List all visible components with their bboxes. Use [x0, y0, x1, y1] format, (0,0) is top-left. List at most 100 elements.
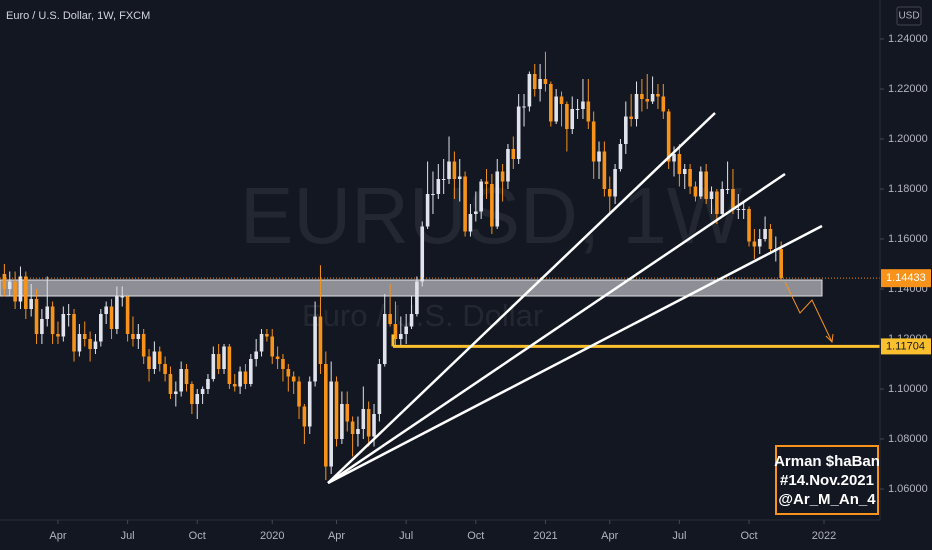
projection-arrow: [784, 281, 833, 343]
candle-body: [715, 191, 719, 214]
candle-body: [693, 186, 698, 197]
candle-body: [409, 314, 414, 327]
candle-body: [677, 154, 682, 174]
candle-body: [736, 209, 741, 210]
candle-body: [602, 151, 607, 189]
candle-body: [190, 384, 194, 404]
x-tick-label: Jul: [121, 530, 135, 542]
support-zone: [0, 279, 823, 297]
chart-title: Euro / U.S. Dollar, 1W, FXCM: [6, 10, 150, 22]
candle-body: [318, 316, 323, 364]
candle-body: [688, 169, 692, 187]
candle-body: [532, 74, 537, 89]
candle-body: [549, 84, 553, 122]
candle-body: [731, 189, 735, 209]
candle-body: [200, 389, 205, 394]
signature-date: #14.Nov.2021: [780, 472, 874, 489]
candle-body: [131, 334, 135, 339]
candle-body: [120, 296, 125, 298]
candle-body: [741, 209, 746, 210]
candle-body: [570, 109, 575, 129]
x-tick-label: 2021: [533, 530, 557, 542]
candle-body: [366, 409, 371, 437]
candle-body: [125, 296, 130, 334]
trend-line: [327, 224, 823, 485]
x-tick-label: Jul: [399, 530, 413, 542]
candle-body: [297, 381, 301, 407]
x-tick-label: Oct: [740, 530, 757, 542]
candle-body: [474, 211, 478, 214]
trend-line: [327, 112, 716, 484]
candle-body: [281, 359, 285, 369]
candle-body: [404, 326, 408, 334]
axes: 1.060001.080001.100001.120001.140001.160…: [49, 33, 931, 542]
candle-body: [559, 96, 564, 104]
y-tick-label: 1.10000: [888, 383, 928, 395]
candle-body: [136, 334, 141, 339]
candle-body: [447, 161, 451, 179]
x-tick-label: Jul: [672, 530, 686, 542]
candle-body: [768, 229, 773, 249]
watermark-subtitle: Euro / U.S. Dollar: [302, 298, 543, 333]
candle-body: [66, 314, 71, 315]
candle-body: [591, 121, 596, 162]
candle-body: [195, 394, 200, 404]
candle-body: [88, 339, 92, 349]
candle-body: [393, 324, 398, 339]
candle-body: [254, 351, 258, 359]
candle-body: [104, 306, 108, 314]
candle-body: [24, 276, 28, 309]
candle-body: [7, 281, 12, 289]
candle-body: [45, 306, 50, 319]
signature-name: Arman $haBan: [774, 453, 880, 470]
candle-body: [211, 354, 216, 379]
x-tick-label: 2022: [812, 530, 836, 542]
candle-body: [99, 314, 103, 342]
candle-body: [174, 391, 178, 394]
trend-line: [327, 172, 786, 485]
candle-body: [457, 176, 462, 179]
candle-body: [152, 351, 157, 369]
candle-body: [506, 149, 510, 182]
candle-body: [184, 369, 189, 384]
candle-body: [115, 296, 119, 329]
candle-body: [216, 354, 221, 369]
candle-body: [388, 314, 392, 324]
candle-body: [645, 99, 650, 102]
candle-body: [607, 189, 612, 197]
candle-body: [468, 214, 473, 232]
candle-body: [624, 116, 628, 144]
candle-body: [29, 299, 33, 309]
last-price-box: [881, 269, 931, 288]
candle-body: [484, 181, 489, 184]
level-label-box: [881, 338, 931, 355]
candle-body: [163, 364, 167, 374]
candle-body: [420, 226, 425, 282]
candle-body: [259, 334, 264, 352]
candle-body: [490, 184, 494, 227]
candle-body: [270, 336, 275, 357]
candle-body: [747, 209, 751, 242]
candle-body: [377, 364, 382, 414]
candle-body: [618, 144, 623, 169]
candle-body: [286, 369, 291, 377]
x-tick-label: Apr: [601, 530, 618, 542]
signature-box: [775, 445, 879, 515]
x-tick-label: Oct: [189, 530, 206, 542]
candle-body: [313, 316, 317, 382]
candle-body: [699, 171, 703, 197]
candle-body: [18, 276, 23, 302]
candle-body: [597, 151, 601, 162]
candle-body: [350, 421, 355, 434]
candle-body: [650, 94, 655, 102]
candle-body: [82, 334, 87, 339]
currency: USD: [898, 11, 919, 22]
candle-body: [575, 109, 580, 110]
candle-body: [275, 356, 280, 359]
plot-area: [0, 51, 880, 480]
candle-body: [356, 429, 360, 434]
candle-body: [704, 171, 708, 199]
arrow-head: [825, 333, 834, 344]
candle-body: [334, 381, 339, 439]
